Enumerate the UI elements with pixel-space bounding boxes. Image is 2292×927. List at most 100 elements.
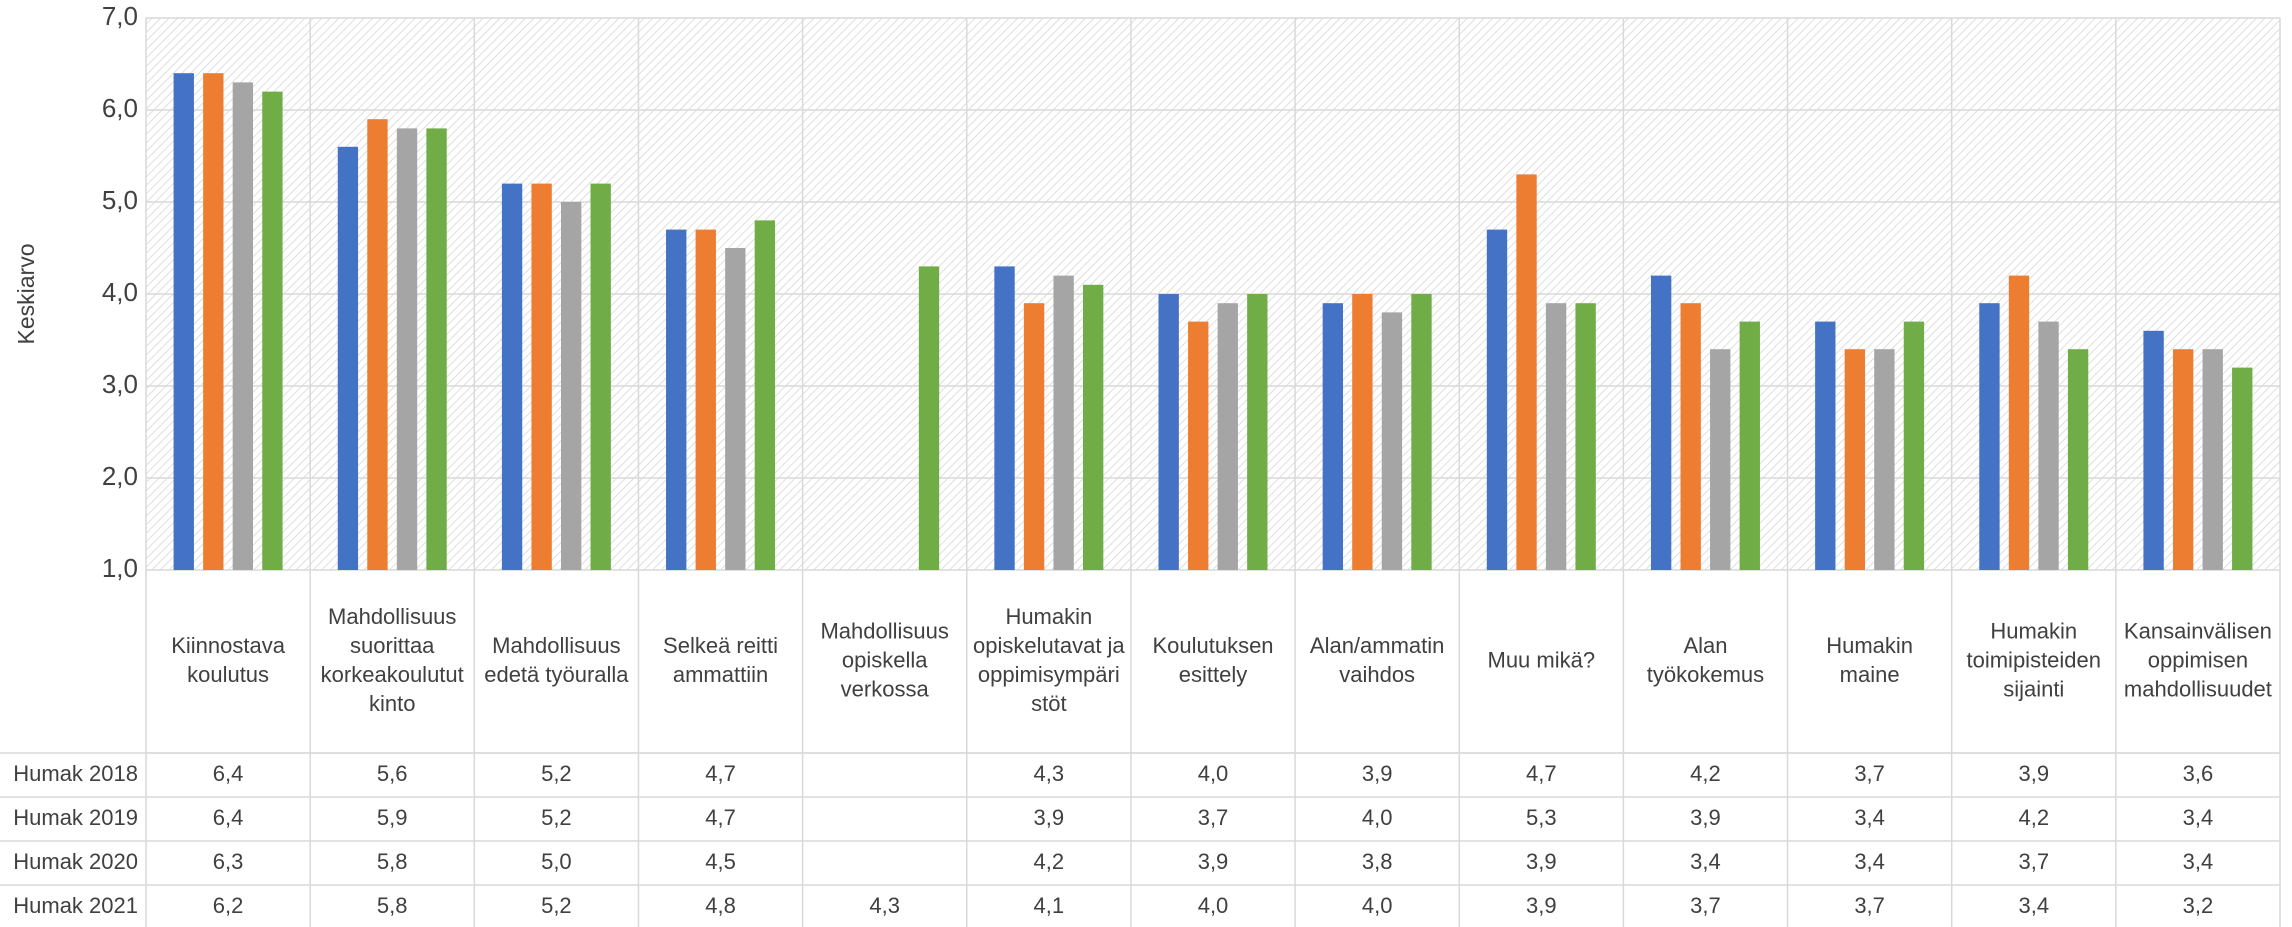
bar	[396, 128, 418, 570]
table-value: 3,7	[1854, 893, 1885, 918]
y-tick-label: 1,0	[102, 553, 138, 583]
series-name: Humak 2021	[13, 893, 138, 918]
table-value: 4,0	[1362, 805, 1393, 830]
table-value: 4,0	[1198, 893, 1229, 918]
table-value: 3,9	[2018, 761, 2049, 786]
table-value: 3,9	[1034, 805, 1065, 830]
table-value: 3,9	[1362, 761, 1393, 786]
y-tick-label: 4,0	[102, 277, 138, 307]
bar	[1575, 303, 1596, 570]
y-tick-label: 6,0	[102, 93, 138, 123]
bar	[1979, 303, 2000, 570]
table-value: 3,2	[2183, 893, 2214, 918]
bar	[590, 183, 611, 570]
bar	[1381, 312, 1403, 570]
series-name: Humak 2019	[13, 805, 138, 830]
category-label: Selkeä reitti ammattiin	[663, 633, 778, 687]
table-value: 4,2	[2018, 805, 2049, 830]
category-label: Humakin toimipisteiden sijainti	[1967, 618, 2102, 701]
table-value: 3,4	[1854, 805, 1885, 830]
table-value: 3,9	[1526, 849, 1557, 874]
table-value: 3,7	[1198, 805, 1229, 830]
bar	[1082, 284, 1104, 570]
bar	[2067, 349, 2089, 570]
table-value: 6,4	[213, 761, 244, 786]
table-value: 3,7	[1690, 893, 1721, 918]
bar	[666, 229, 687, 570]
table-value: 5,2	[541, 761, 572, 786]
bar	[1516, 174, 1537, 570]
bar	[1815, 321, 1836, 570]
table-value: 5,2	[541, 893, 572, 918]
table-value: 3,6	[2183, 761, 2214, 786]
table-value: 3,4	[1854, 849, 1885, 874]
table-value: 4,3	[869, 893, 900, 918]
category-label: Mahdollisuus suorittaa korkeakoulutut kinto	[321, 604, 464, 716]
table-value: 3,8	[1362, 849, 1393, 874]
series-name: Humak 2018	[13, 761, 138, 786]
table-value: 3,4	[1690, 849, 1721, 874]
table-value: 3,9	[1690, 805, 1721, 830]
table-value: 4,0	[1362, 893, 1393, 918]
category-label: Mahdollisuus opiskella verkossa	[820, 618, 948, 701]
bar	[1053, 275, 1074, 570]
table-value: 4,0	[1198, 761, 1229, 786]
table-value: 6,3	[213, 849, 244, 874]
series-name: Humak 2020	[13, 849, 138, 874]
bar	[725, 248, 746, 570]
table-value: 5,9	[377, 805, 408, 830]
bar	[1247, 294, 1268, 570]
table-value: 3,9	[1526, 893, 1557, 918]
bar	[918, 266, 940, 570]
bar	[531, 183, 552, 570]
bar	[232, 82, 254, 571]
category-label: Kiinnostava koulutus	[171, 633, 286, 687]
bar	[754, 220, 776, 570]
bar	[1352, 294, 1373, 570]
table-value: 6,2	[213, 893, 244, 918]
bar	[994, 266, 1015, 570]
table-value: 4,3	[1034, 761, 1065, 786]
table-value: 5,0	[541, 849, 572, 874]
bar	[1680, 303, 1701, 570]
bar	[1903, 321, 1925, 570]
table-value: 4,7	[705, 761, 736, 786]
bar	[337, 146, 359, 571]
y-tick-label: 3,0	[102, 369, 138, 399]
bar	[2143, 330, 2164, 570]
bar	[1844, 349, 1866, 570]
category-label: Muu mikä?	[1488, 647, 1596, 672]
bar	[1739, 321, 1760, 570]
bar	[1710, 349, 1731, 570]
table-value: 4,7	[1526, 761, 1557, 786]
bar	[1486, 229, 1508, 570]
table-value: 3,9	[1198, 849, 1229, 874]
y-tick-label: 2,0	[102, 461, 138, 491]
bar	[1217, 303, 1238, 570]
y-tick-label: 7,0	[102, 1, 138, 31]
bar	[560, 202, 582, 570]
bar	[203, 73, 224, 570]
bar	[1545, 303, 1567, 570]
bar	[173, 73, 194, 570]
bar	[501, 183, 523, 570]
table-value: 4,2	[1690, 761, 1721, 786]
bar	[1322, 303, 1344, 570]
table-value: 5,8	[377, 849, 408, 874]
table-value: 5,8	[377, 893, 408, 918]
bar	[2172, 349, 2194, 570]
table-value: 3,4	[2183, 849, 2214, 874]
table-value: 4,8	[705, 893, 736, 918]
table-value: 3,7	[2018, 849, 2049, 874]
category-label: Alan/ammatin vaihdos	[1310, 633, 1445, 687]
bar	[1188, 321, 1209, 570]
category-label: Mahdollisuus edetä työuralla	[484, 633, 629, 687]
table-value: 4,7	[705, 805, 736, 830]
table-value: 5,2	[541, 805, 572, 830]
table-value: 5,3	[1526, 805, 1557, 830]
bar	[426, 128, 447, 570]
category-label: Alan työkokemus	[1647, 633, 1764, 687]
bar	[1874, 349, 1895, 570]
bar	[262, 91, 283, 570]
